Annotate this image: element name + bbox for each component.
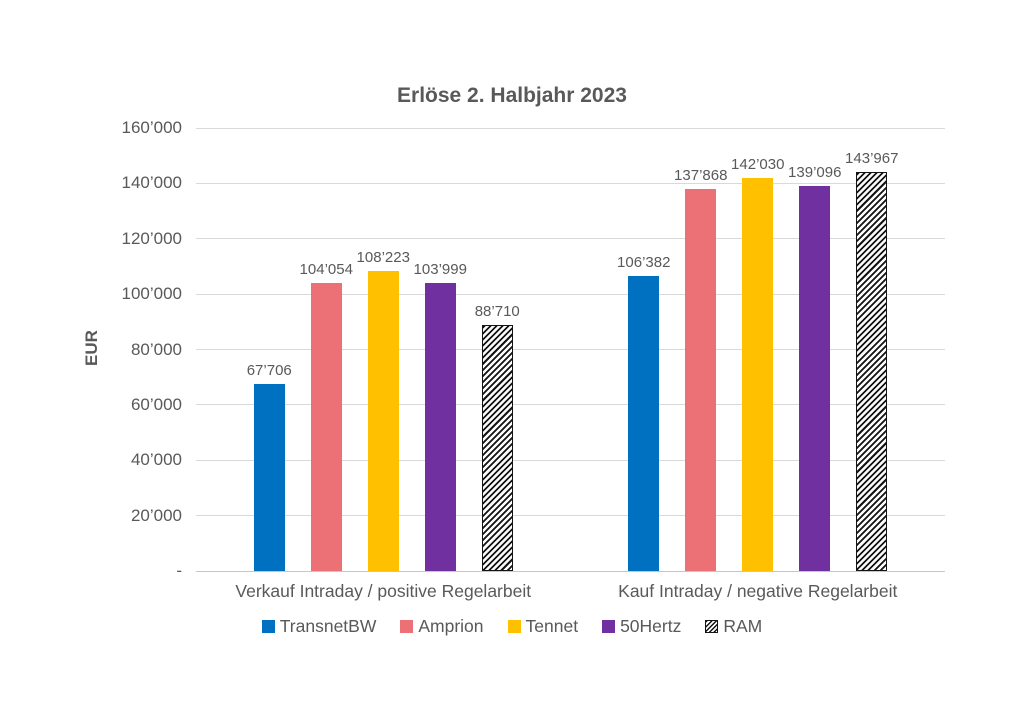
legend-item-amprion: Amprion <box>400 616 484 637</box>
bar-value-label: 106’382 <box>617 254 671 272</box>
gridline <box>196 238 945 240</box>
bar-value-label: 137’868 <box>674 167 728 185</box>
legend-label: 50Hertz <box>620 616 682 636</box>
y-tick-label: 120’000 <box>121 228 182 248</box>
legend-swatch-tennet <box>507 620 521 633</box>
bar-value-label: 67’706 <box>246 361 292 379</box>
legend-label: Tennet <box>525 616 579 636</box>
bar-amprion-2 <box>685 189 717 571</box>
bar-value-label: 88’710 <box>474 303 520 321</box>
plot-area: 67’706 104’054 108’223 103’999 88’710 106’382… <box>196 127 945 572</box>
gridline <box>196 459 945 461</box>
bar-tennet-2 <box>742 177 774 571</box>
x-axis-line <box>196 570 945 572</box>
legend-item-ram: RAM <box>705 616 762 637</box>
bar-value-label: 142’030 <box>731 155 785 173</box>
legend-item-tennet: Tennet <box>507 616 579 637</box>
y-tick-label: 80’000 <box>130 339 182 359</box>
legend-swatch-amprion <box>400 620 414 633</box>
bar-transnetbw-2 <box>628 276 660 571</box>
bar-transnetbw-1 <box>253 383 285 571</box>
y-tick-label: 20’000 <box>130 505 182 525</box>
y-tick-label: 100’000 <box>121 284 182 304</box>
bar-value-label: 103’999 <box>413 261 467 279</box>
bar-50hertz-1 <box>424 283 456 571</box>
bar-50hertz-2 <box>799 185 831 571</box>
bar-value-label: 139’096 <box>788 163 842 181</box>
y-axis: - 20’000 40’000 60’000 80’000 100’000 120’000 1… <box>0 118 182 580</box>
bar-amprion-1 <box>310 282 342 571</box>
bar-ram-1 <box>481 325 513 571</box>
gridline <box>196 127 945 129</box>
bar-value-label: 104’054 <box>299 260 353 278</box>
y-tick-label: 40’000 <box>130 450 182 470</box>
x-axis: Verkauf Intraday / positive Regelarbeit K… <box>196 581 945 605</box>
legend-item-50hertz: 50Hertz <box>602 616 681 637</box>
gridline <box>196 349 945 350</box>
y-tick-label: - <box>176 561 182 580</box>
gridline <box>196 404 945 406</box>
legend-swatch-ram <box>705 620 719 633</box>
bar-value-label: 108’223 <box>356 249 410 267</box>
legend: TransnetBW Amprion Tennet 50Hertz RAM <box>0 616 1024 637</box>
bar-value-label: 143’967 <box>845 150 899 168</box>
gridline <box>196 515 945 517</box>
gridline <box>196 293 945 295</box>
legend-label: TransnetBW <box>279 616 377 636</box>
bar-tennet-1 <box>367 271 399 571</box>
y-tick-label: 60’000 <box>130 394 182 414</box>
category-label: Kauf Intraday / negative Regelarbeit <box>618 581 898 601</box>
legend-label: RAM <box>723 616 763 636</box>
y-tick-label: 140’000 <box>121 173 182 193</box>
chart-title: Erlöse 2. Halbjahr 2023 <box>397 84 627 107</box>
legend-label: Amprion <box>418 616 484 636</box>
y-tick-label: 160’000 <box>121 118 182 137</box>
legend-item-transnetbw: TransnetBW <box>261 616 377 637</box>
gridline <box>196 182 945 184</box>
category-label: Verkauf Intraday / positive Regelarbeit <box>235 581 532 601</box>
bar-ram-2 <box>856 172 888 571</box>
legend-swatch-transnetbw <box>261 620 275 633</box>
legend-swatch-50hertz <box>602 620 616 633</box>
